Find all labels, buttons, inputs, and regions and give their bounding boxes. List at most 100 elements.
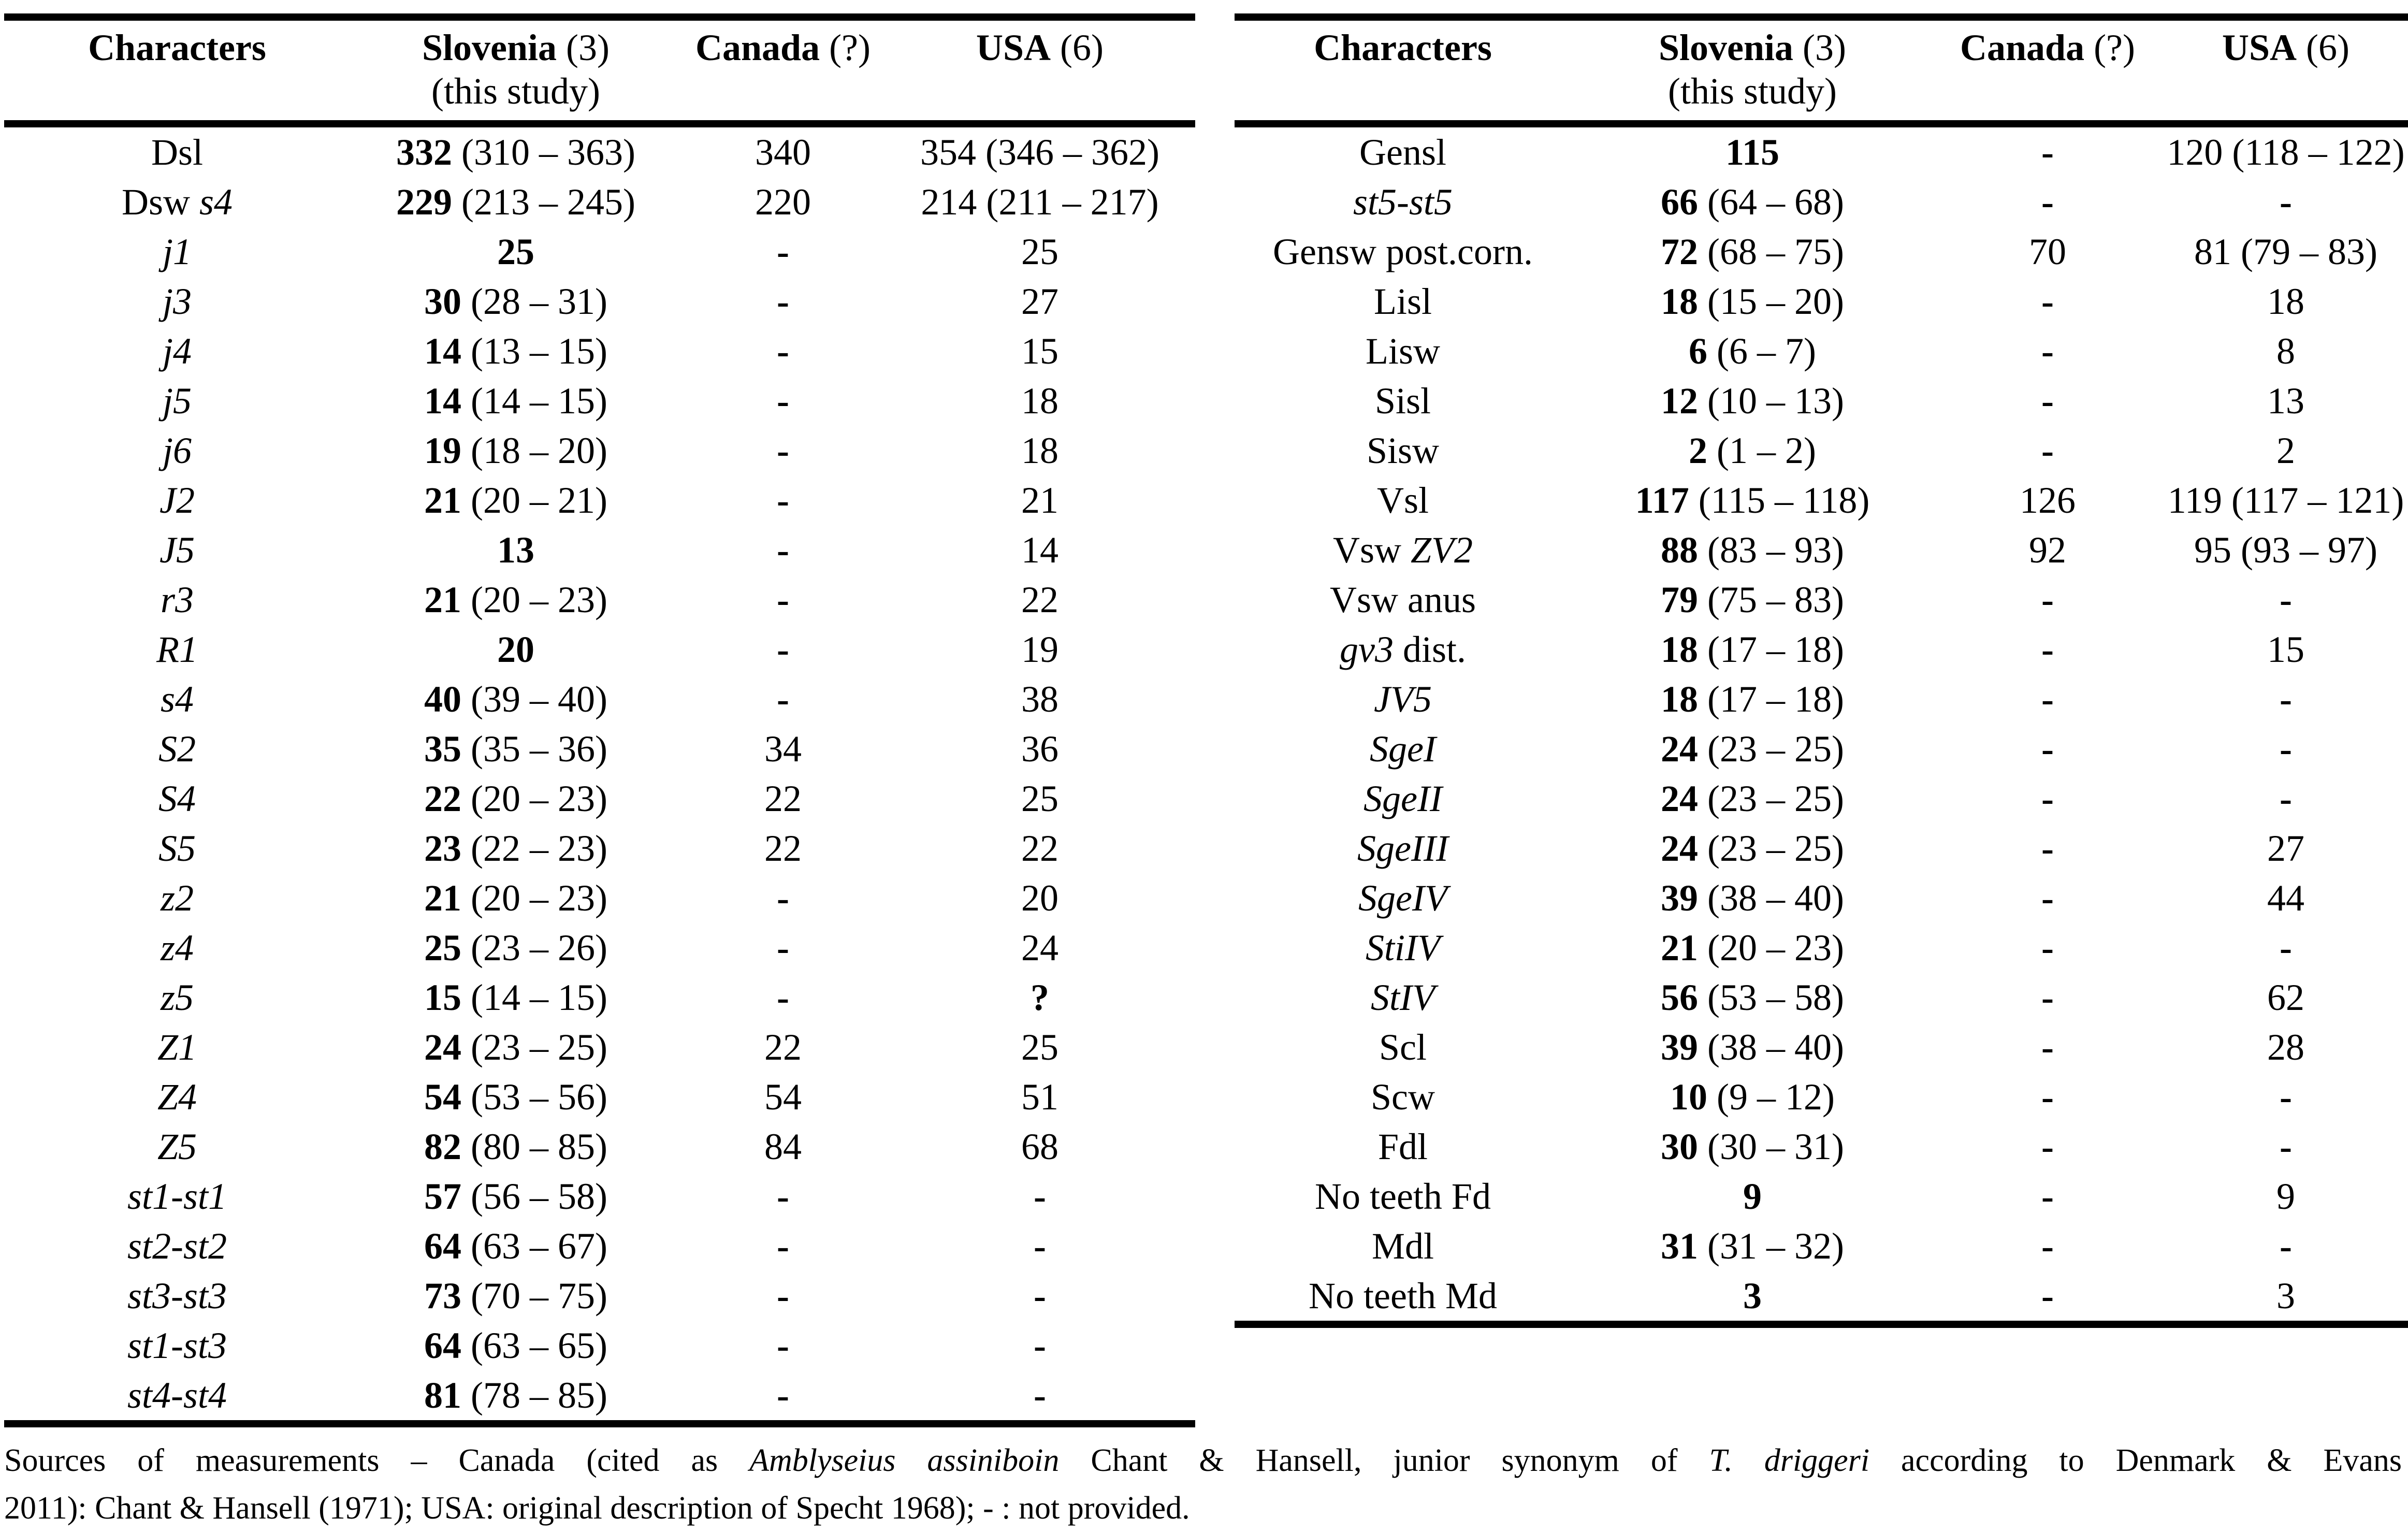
canada-value: - — [777, 927, 789, 969]
col-header-usa: USA (6) — [884, 26, 1195, 113]
table-footnote: Sources of measurements – Canada (cited … — [4, 1427, 2402, 1532]
canada-value: - — [2041, 579, 2054, 620]
slovenia-value: 56 (53 – 58) — [1661, 977, 1844, 1018]
usa-value: 8 — [2276, 330, 2295, 372]
table-row: j6 19 (18 – 20) - 18 — [4, 426, 1195, 475]
slovenia-value: 18 (15 – 20) — [1661, 281, 1844, 322]
usa-value: 28 — [2267, 1027, 2304, 1068]
character-label: Dsl — [151, 132, 204, 173]
usa-value: - — [1034, 1225, 1046, 1267]
canada-value: - — [2041, 181, 2054, 223]
table-row: Sisw 2 (1 – 2) - 2 — [1235, 426, 2408, 475]
usa-value: - — [2280, 579, 2292, 620]
usa-value: 19 — [1021, 629, 1058, 670]
character-label: Scl — [1379, 1027, 1427, 1068]
canada-value: - — [777, 529, 789, 571]
table-row: st3-st3 73 (70 – 75) - - — [4, 1271, 1195, 1321]
col-header-slovenia-line1: Slovenia (3) — [1571, 26, 1934, 69]
usa-value: 21 — [1021, 480, 1058, 521]
canada-value: 220 — [755, 181, 811, 223]
usa-value: 18 — [2267, 281, 2304, 322]
usa-value: 68 — [1021, 1126, 1058, 1167]
table-row: gv3 dist. 18 (17 – 18) - 15 — [1235, 625, 2408, 674]
character-label: Vsw ZV2 — [1332, 529, 1473, 571]
slovenia-value: 21 (20 – 21) — [424, 480, 607, 521]
canada-value: - — [777, 380, 789, 422]
table-row: J5 13 - 14 — [4, 525, 1195, 575]
canada-value: 22 — [764, 778, 802, 819]
character-label: z2 — [160, 877, 194, 919]
slovenia-value: 21 (20 – 23) — [424, 579, 607, 620]
left-table-header: Characters Slovenia (3) (this study) Can… — [4, 21, 1195, 127]
usa-value: 13 — [2267, 380, 2304, 422]
usa-value: - — [2280, 181, 2292, 223]
character-label: Vsl — [1376, 480, 1429, 521]
canada-value: - — [2041, 629, 2054, 670]
usa-value: 25 — [1021, 778, 1058, 819]
table-row: Z1 24 (23 – 25) 22 25 — [4, 1022, 1195, 1072]
canada-value: - — [2041, 828, 2054, 869]
slovenia-value: 24 (23 – 25) — [424, 1027, 607, 1068]
table-row: j5 14 (14 – 15) - 18 — [4, 376, 1195, 426]
table-row: Scw 10 (9 – 12) - - — [1235, 1072, 2408, 1122]
canada-value: - — [777, 231, 789, 272]
character-label: j4 — [162, 330, 192, 372]
usa-value: 27 — [1021, 281, 1058, 322]
character-label: st3-st3 — [127, 1275, 227, 1317]
usa-value: 18 — [1021, 430, 1058, 471]
canada-value: 34 — [764, 728, 802, 770]
character-label: SgeI — [1370, 728, 1436, 770]
usa-value: 25 — [1021, 1027, 1058, 1068]
character-label: JV5 — [1374, 678, 1432, 720]
table-row: No teeth Md 3 - 3 — [1235, 1271, 2408, 1321]
canada-value: - — [2041, 1126, 2054, 1167]
canada-value: - — [777, 1275, 789, 1317]
table-row: Dsw s4 229 (213 – 245) 220 214 (211 – 217) — [4, 177, 1195, 227]
slovenia-value: 30 (30 – 31) — [1661, 1126, 1844, 1167]
usa-value: 119 (117 – 121) — [2167, 480, 2404, 521]
canada-value: - — [2041, 877, 2054, 919]
canada-value: - — [777, 480, 789, 521]
canada-value: - — [777, 579, 789, 620]
canada-value: - — [2041, 380, 2054, 422]
character-label: Sisl — [1374, 380, 1431, 422]
character-label: gv3 dist. — [1340, 629, 1466, 670]
slovenia-value: 117 (115 – 118) — [1635, 480, 1870, 521]
slovenia-value: 18 (17 – 18) — [1661, 629, 1844, 670]
character-label: Fdl — [1377, 1126, 1428, 1167]
col-header-slovenia-name: Slovenia — [422, 27, 557, 68]
character-label: Lisl — [1373, 281, 1432, 322]
usa-value: 15 — [2267, 629, 2304, 670]
usa-value: - — [1034, 1275, 1046, 1317]
col-header-slovenia-line1: Slovenia (3) — [350, 26, 681, 69]
table-row: Z5 82 (80 – 85) 84 68 — [4, 1122, 1195, 1172]
slovenia-value: 21 (20 – 23) — [1661, 927, 1844, 969]
slovenia-value: 332 (310 – 363) — [396, 132, 635, 173]
canada-value: - — [2041, 430, 2054, 471]
col-header-this-study: (this study) — [431, 70, 600, 112]
table-row: st4-st4 81 (78 – 85) - - — [4, 1370, 1195, 1420]
slovenia-value: 88 (83 – 93) — [1661, 529, 1844, 571]
usa-value: - — [2280, 1225, 2292, 1267]
slovenia-value: 2 (1 – 2) — [1689, 430, 1816, 471]
slovenia-value: 10 (9 – 12) — [1670, 1076, 1835, 1118]
character-label: j1 — [162, 231, 192, 272]
col-header-usa-count: (6) — [1051, 27, 1104, 68]
col-header-canada-count: (?) — [2084, 27, 2135, 68]
slovenia-value: 73 (70 – 75) — [424, 1275, 607, 1317]
col-header-this-study: (this study) — [1667, 70, 1837, 112]
usa-value: 22 — [1021, 579, 1058, 620]
right-table-header: Characters Slovenia (3) (this study) Can… — [1235, 21, 2408, 127]
character-label: J5 — [159, 529, 195, 571]
slovenia-value: 18 (17 – 18) — [1661, 678, 1844, 720]
slovenia-value: 229 (213 – 245) — [396, 181, 635, 223]
slovenia-value: 31 (31 – 32) — [1661, 1225, 1844, 1267]
canada-value: - — [2041, 1176, 2054, 1217]
slovenia-value: 23 (22 – 23) — [424, 828, 607, 869]
col-header-characters: Characters — [88, 27, 266, 68]
slovenia-value: 24 (23 – 25) — [1661, 778, 1844, 819]
canada-value: - — [777, 1176, 789, 1217]
usa-value: 25 — [1021, 231, 1058, 272]
table-row: Scl 39 (38 – 40) - 28 — [1235, 1022, 2408, 1072]
character-label: SgeIV — [1358, 877, 1447, 919]
